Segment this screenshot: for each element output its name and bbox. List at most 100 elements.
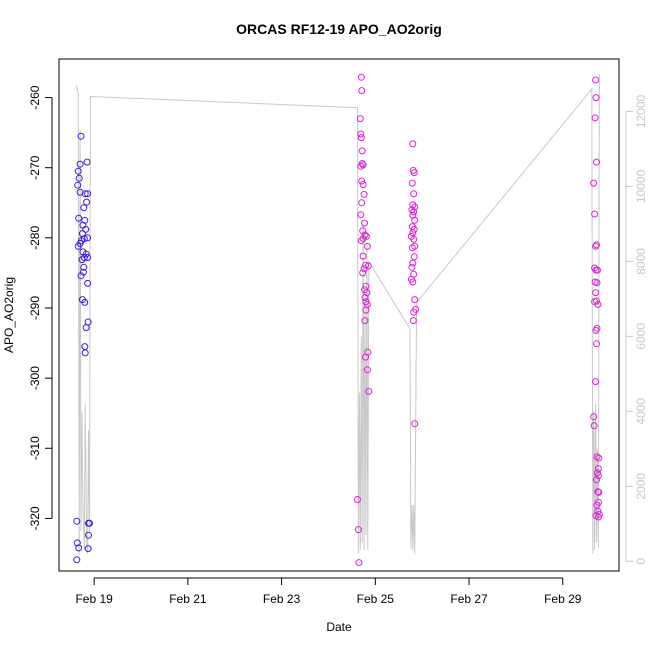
data-point	[592, 378, 600, 386]
data-point	[357, 73, 365, 81]
y-tick-label: -320	[28, 506, 42, 530]
data-point	[82, 225, 90, 233]
data-point	[359, 227, 367, 235]
data-point	[594, 488, 602, 496]
data-point	[595, 488, 603, 496]
data-point	[357, 211, 365, 219]
data-point	[84, 279, 92, 287]
data-point	[362, 282, 370, 290]
data-point	[409, 278, 417, 286]
data-point	[85, 531, 92, 539]
y-tick-label: -260	[28, 85, 42, 109]
data-point	[84, 234, 92, 242]
data-point	[594, 465, 602, 473]
data-point	[355, 559, 363, 567]
data-point	[591, 114, 599, 122]
x-tick-label: Feb 29	[544, 592, 582, 606]
data-point	[590, 413, 598, 421]
altitude-line	[75, 73, 600, 554]
data-point	[81, 343, 89, 351]
data-point	[84, 545, 92, 553]
data-point	[593, 476, 600, 484]
data-point	[77, 132, 85, 140]
data-point	[73, 539, 81, 547]
secondary-y-tick-label: 2000	[634, 473, 648, 500]
data-point	[81, 190, 89, 198]
secondary-y-tick-label: 10000	[634, 169, 648, 203]
data-point	[86, 519, 93, 527]
data-point	[409, 317, 417, 325]
data-point	[593, 279, 601, 287]
data-point	[75, 214, 83, 222]
data-point	[84, 190, 92, 198]
data-point	[594, 472, 602, 480]
y-axis: -260 -270 -280 -290 -300 -310 -320	[28, 85, 53, 530]
data-point	[409, 259, 417, 267]
data-point	[81, 298, 89, 306]
data-point	[75, 544, 83, 552]
data-point	[80, 254, 88, 261]
data-point	[354, 496, 361, 503]
data-point	[359, 269, 367, 277]
data-point	[411, 216, 419, 224]
y-axis-label: APO_AO2orig	[2, 277, 16, 353]
secondary-y-tick-label: 6000	[634, 323, 648, 350]
y-tick-label: -270	[28, 155, 42, 179]
data-point	[363, 242, 371, 250]
data-point	[592, 242, 600, 250]
data-point	[594, 301, 602, 308]
data-point	[365, 387, 373, 395]
x-axis-label: Date	[326, 620, 352, 634]
data-point	[361, 231, 369, 239]
plot-area	[73, 73, 603, 567]
data-point	[73, 556, 81, 564]
data-point	[361, 294, 369, 301]
x-tick-label: Feb 27	[450, 592, 488, 606]
data-point	[408, 263, 416, 271]
data-point	[357, 130, 365, 138]
data-point	[80, 204, 88, 212]
data-point	[357, 134, 365, 142]
data-point	[354, 526, 362, 534]
data-point	[362, 261, 369, 269]
plot-frame	[58, 58, 620, 572]
data-point	[78, 256, 86, 264]
x-tick-label: Feb 19	[75, 592, 113, 606]
data-point	[593, 340, 600, 348]
data-point	[362, 353, 369, 361]
data-point	[411, 296, 419, 304]
data-point	[83, 158, 91, 166]
data-point	[357, 237, 365, 245]
data-point	[360, 265, 368, 273]
data-point	[79, 268, 87, 276]
data-point	[363, 366, 371, 374]
data-point	[409, 201, 417, 209]
data-point	[358, 147, 366, 155]
data-point	[592, 326, 600, 334]
data-point	[74, 167, 82, 175]
data-point	[593, 158, 600, 166]
data-point	[595, 510, 603, 518]
data-point	[73, 517, 81, 525]
data-point	[361, 219, 368, 227]
data-point	[411, 420, 419, 428]
secondary-y-tick-label: 0	[634, 558, 648, 565]
data-point	[593, 241, 600, 249]
data-point	[410, 235, 418, 243]
y-tick-label: -290	[28, 296, 42, 320]
data-point	[590, 422, 598, 430]
data-point	[81, 349, 89, 357]
chart-title: ORCAS RF12-19 APO_AO2orig	[236, 21, 442, 37]
data-point	[356, 115, 364, 123]
secondary-y-tick-label: 8000	[634, 248, 648, 275]
data-point	[74, 181, 82, 189]
x-tick-label: Feb 23	[263, 592, 301, 606]
data-point	[358, 177, 366, 185]
data-point	[410, 308, 418, 316]
data-point	[410, 190, 418, 198]
y-tick-label: -300	[28, 366, 42, 390]
secondary-y-tick-label: 12000	[634, 94, 648, 128]
data-point	[591, 210, 599, 218]
data-point	[594, 513, 602, 521]
data-point	[410, 225, 418, 233]
